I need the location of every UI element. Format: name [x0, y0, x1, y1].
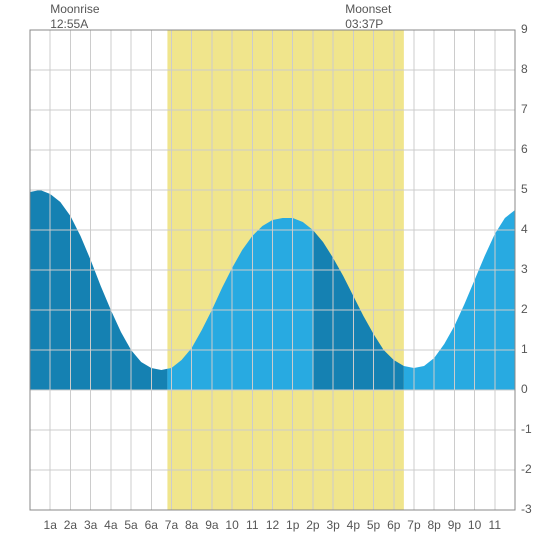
- x-tick-label: 6a: [145, 518, 158, 532]
- x-tick-label: 5a: [124, 518, 137, 532]
- tide-chart: -3-2-101234567891a2a3a4a5a6a7a8a9a101112…: [0, 0, 550, 550]
- x-tick-label: 11: [489, 518, 501, 532]
- x-tick-label: 8a: [185, 518, 198, 532]
- x-tick-label: 1a: [44, 518, 57, 532]
- y-tick-label: 8: [521, 62, 528, 76]
- y-tick-label: 3: [521, 262, 528, 276]
- x-tick-label: 8p: [427, 518, 440, 532]
- x-tick-label: 10: [225, 518, 238, 532]
- x-tick-label: 4a: [104, 518, 117, 532]
- y-tick-label: -1: [521, 422, 532, 436]
- x-tick-label: 12: [266, 518, 279, 532]
- x-tick-label: 7p: [407, 518, 420, 532]
- x-tick-label: 6p: [387, 518, 400, 532]
- y-tick-label: 2: [521, 302, 528, 316]
- x-tick-label: 3p: [326, 518, 339, 532]
- x-tick-label: 9p: [448, 518, 461, 532]
- annotation-label: Moonset: [345, 2, 391, 16]
- annotation-time: 03:37P: [345, 17, 391, 32]
- x-tick-label: 10: [468, 518, 481, 532]
- x-tick-label: 9a: [205, 518, 218, 532]
- x-tick-label: 3a: [84, 518, 97, 532]
- chart-plot-area: [0, 0, 550, 550]
- y-tick-label: -3: [521, 502, 532, 516]
- annotation-time: 12:55A: [50, 17, 99, 32]
- y-tick-label: 0: [521, 382, 528, 396]
- moonrise-annotation: Moonrise12:55A: [50, 2, 99, 32]
- y-tick-label: 1: [521, 342, 528, 356]
- moonset-annotation: Moonset03:37P: [345, 2, 391, 32]
- y-tick-label: 5: [521, 182, 528, 196]
- y-tick-label: -2: [521, 462, 532, 476]
- y-tick-label: 7: [521, 102, 528, 116]
- x-tick-label: 2p: [306, 518, 319, 532]
- y-tick-label: 9: [521, 22, 528, 36]
- x-tick-label: 11: [246, 518, 258, 532]
- x-tick-label: 2a: [64, 518, 77, 532]
- x-tick-label: 5p: [367, 518, 380, 532]
- x-tick-label: 7a: [165, 518, 178, 532]
- y-tick-label: 6: [521, 142, 528, 156]
- annotation-label: Moonrise: [50, 2, 99, 16]
- x-tick-label: 4p: [347, 518, 360, 532]
- x-tick-label: 1p: [286, 518, 299, 532]
- y-tick-label: 4: [521, 222, 528, 236]
